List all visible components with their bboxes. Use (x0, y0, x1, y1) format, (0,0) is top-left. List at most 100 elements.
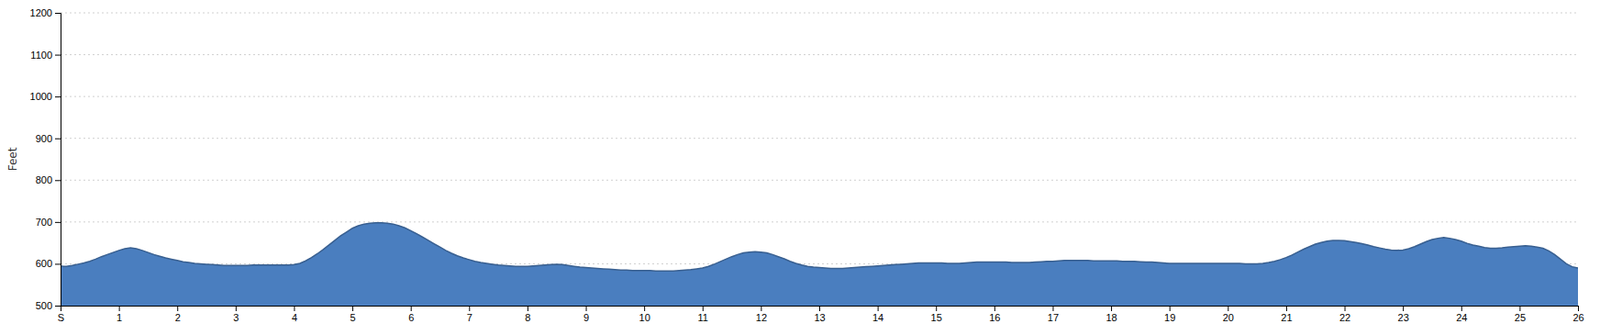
x-tick-mark (702, 305, 704, 312)
x-tick-mark (1461, 305, 1463, 312)
x-tick: 9 (583, 305, 589, 323)
x-tick-mark (1402, 305, 1404, 312)
x-tick-label: 10 (639, 311, 651, 323)
grid-line (60, 12, 1578, 14)
y-tick: 1100 (30, 49, 61, 61)
x-tick-label: 4 (291, 311, 298, 323)
x-tick-label: 16 (988, 311, 1000, 323)
x-tick: 19 (1164, 305, 1176, 323)
x-tick-label: 22 (1339, 311, 1351, 323)
y-tick-mark (55, 55, 61, 56)
x-tick: 21 (1280, 305, 1292, 323)
x-tick-mark (177, 305, 178, 312)
x-tick-label: 1 (116, 311, 123, 323)
x-tick-label: 20 (1222, 311, 1234, 323)
x-tick-mark (235, 305, 237, 312)
x-tick-label: 21 (1280, 311, 1292, 323)
x-tick-mark (411, 305, 412, 312)
grid-line (60, 137, 1578, 139)
x-tick-label: 2 (175, 311, 181, 323)
x-tick-label: 11 (698, 311, 709, 323)
x-tick: 14 (872, 305, 884, 323)
grid-line (60, 96, 1578, 98)
y-tick-mark (55, 263, 61, 265)
x-tick: 1 (116, 305, 123, 323)
x-tick-mark (1169, 305, 1171, 312)
x-tick-label: 19 (1164, 311, 1176, 323)
x-tick-mark (819, 305, 821, 312)
x-tick: 5 (350, 305, 356, 323)
y-tick-label: 600 (35, 257, 53, 269)
x-tick-mark (1577, 305, 1579, 312)
y-tick-label: 500 (35, 300, 53, 312)
y-tick-mark (55, 305, 61, 307)
y-axis-title: Feet (6, 146, 20, 171)
y-tick: 500 (35, 300, 61, 312)
y-tick-mark (55, 12, 61, 14)
x-tick-label: 13 (813, 311, 825, 323)
x-axis: S123456789101112131415161718192021222324… (57, 305, 1585, 323)
x-tick: 23 (1398, 305, 1410, 323)
grid-line (60, 221, 1578, 223)
x-tick-label: 6 (408, 311, 414, 323)
y-tick-label: 900 (35, 133, 53, 145)
y-tick-label: 700 (35, 216, 53, 228)
y-tick-mark (55, 96, 61, 98)
x-tick: 25 (1514, 305, 1526, 323)
y-tick: 900 (35, 133, 61, 145)
x-tick-label: S (57, 311, 65, 323)
y-tick-mark (55, 222, 61, 223)
y-tick: 700 (35, 216, 61, 228)
x-tick: 10 (639, 305, 651, 323)
grid-line (60, 179, 1578, 181)
x-tick: 15 (931, 305, 943, 323)
chart: S123456789101112131415161718192021222324… (0, 0, 1600, 335)
x-tick-label: 26 (1572, 311, 1584, 323)
y-tick-mark (55, 179, 61, 181)
x-tick-label: 14 (872, 311, 884, 323)
x-tick-mark (877, 305, 879, 312)
area (60, 222, 1578, 306)
x-tick-mark (994, 305, 996, 312)
x-tick-label: 18 (1105, 311, 1117, 323)
x-tick: 16 (988, 305, 1000, 323)
x-tick-label: 23 (1398, 311, 1410, 323)
x-tick-label: 17 (1047, 311, 1059, 323)
x-tick-mark (468, 305, 470, 312)
x-tick-mark (760, 305, 762, 312)
x-tick: 3 (233, 305, 239, 323)
plot-area: S123456789101112131415161718192021222324… (6, 7, 1585, 323)
x-tick-label: 9 (583, 311, 589, 323)
x-tick: 7 (466, 305, 473, 323)
x-tick: 6 (408, 305, 414, 323)
x-axis-line (61, 306, 1579, 312)
x-tick-label: 3 (233, 311, 239, 323)
y-tick: 600 (35, 257, 61, 269)
x-tick: 17 (1047, 305, 1059, 323)
x-tick-label: 15 (931, 311, 943, 323)
y-tick: 1000 (30, 90, 61, 102)
x-tick: 12 (755, 305, 767, 323)
x-tick: 18 (1105, 305, 1117, 323)
x-tick: 24 (1455, 305, 1467, 323)
x-tick-mark (586, 305, 588, 312)
x-tick-label: 25 (1514, 311, 1526, 323)
x-tick-label: 24 (1455, 311, 1467, 323)
x-tick: 2 (175, 305, 181, 323)
x-tick-mark (352, 305, 354, 312)
y-tick: 800 (35, 174, 61, 186)
y-tick-label: 800 (35, 174, 53, 186)
grid (60, 12, 1578, 306)
x-tick-mark (1111, 305, 1112, 312)
x-tick: 11 (698, 305, 709, 323)
x-tick: 22 (1339, 305, 1351, 323)
x-tick-mark (1344, 305, 1346, 312)
x-tick-mark (119, 305, 121, 312)
y-tick-mark (55, 138, 61, 140)
grid-line (60, 54, 1578, 56)
x-tick-label: 12 (755, 311, 767, 323)
x-tick: 20 (1222, 305, 1234, 323)
x-tick-label: 8 (524, 311, 531, 323)
x-tick: 8 (524, 305, 531, 323)
x-tick-mark (1519, 305, 1521, 312)
